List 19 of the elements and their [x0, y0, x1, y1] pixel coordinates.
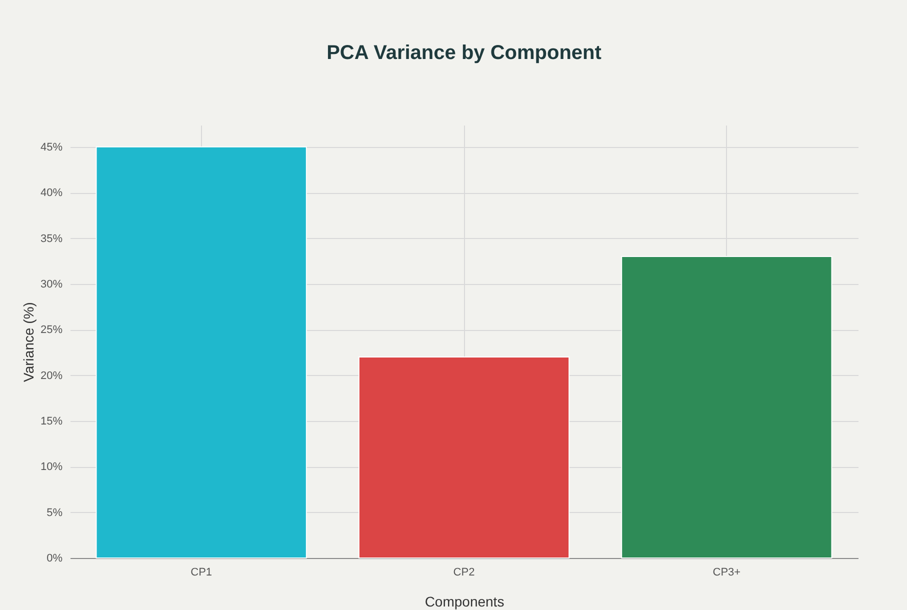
- x-tick-label: CP1: [190, 566, 212, 578]
- x-axis-title: Components: [424, 594, 504, 610]
- bar: [358, 356, 570, 558]
- y-tick-label: 5%: [46, 506, 63, 519]
- y-tick-label: 10%: [40, 461, 63, 474]
- y-tick-label: 15%: [40, 415, 63, 428]
- y-axis-title: Variance (%): [20, 302, 36, 382]
- x-tick-label: CP2: [453, 566, 475, 578]
- x-tick-label: CP3+: [712, 566, 741, 578]
- bar: [621, 256, 832, 558]
- bar: [96, 146, 307, 558]
- y-tick-label: 35%: [40, 232, 63, 245]
- y-tick-label: 40%: [40, 187, 63, 200]
- y-tick-label: 20%: [40, 370, 63, 382]
- y-tick-label: 45%: [40, 141, 63, 154]
- y-tick-label: 30%: [40, 278, 63, 290]
- chart-title: PCA Variance by Component: [326, 42, 602, 64]
- y-tick-label: 25%: [40, 324, 63, 336]
- y-tick-label: 0%: [46, 552, 63, 564]
